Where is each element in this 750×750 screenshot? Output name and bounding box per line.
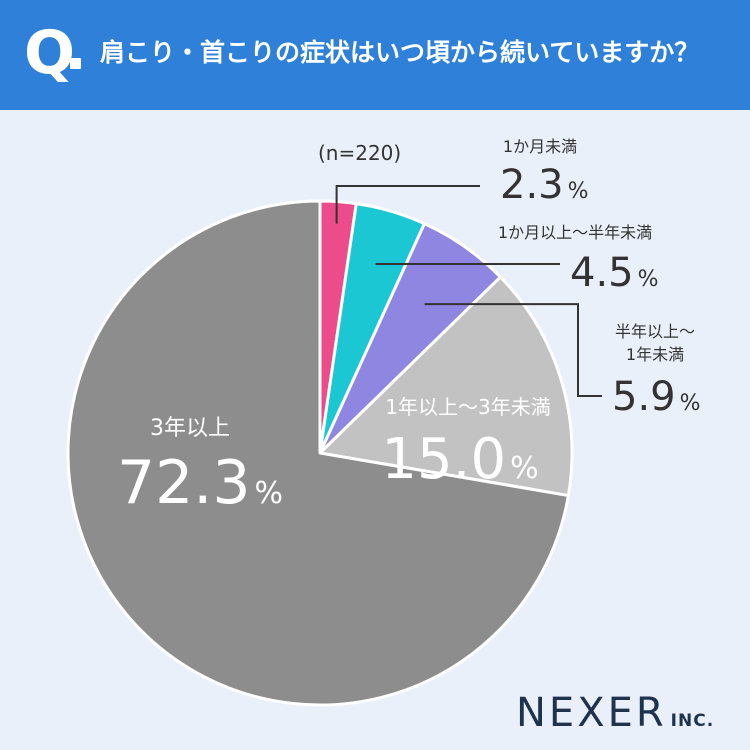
slice-value-4: 15.0% [381, 427, 538, 492]
slice-label-5: 3年以上 [150, 416, 230, 441]
q-mark: Q [24, 18, 76, 88]
slice-label-2: 1か月以上～半年未満 [498, 223, 652, 242]
leader-line-3 [424, 303, 602, 397]
slice-value-1-unit: % [568, 179, 589, 204]
slice-label-3-line-1: 半年以上～ [615, 322, 695, 341]
slice-value-3-unit: % [680, 391, 701, 416]
sample-size-label: (n=220) [318, 141, 401, 165]
logo-sub-text: INC. [670, 711, 715, 731]
slice-value-5-unit: % [255, 476, 284, 511]
slice-value-4-unit: % [510, 451, 539, 486]
question-text: 肩こり・首こりの症状はいつ頃から続いていますか？ [100, 38, 700, 67]
leader-line-1 [335, 185, 480, 224]
question-banner: Q 肩こり・首こりの症状はいつ頃から続いていますか？ [0, 0, 750, 110]
slice-value-1-number: 2.3 [500, 162, 564, 208]
pie-slice-5 [66, 199, 570, 707]
slice-label-3-line-2: 1年未満 [626, 345, 684, 364]
slice-value-5-number: 72.3 [117, 448, 251, 518]
q-dot [70, 58, 81, 69]
pie-slice-4 [318, 275, 574, 498]
slice-label-1: 1か月未満 [503, 137, 577, 156]
slice-value-5: 72.3% [117, 448, 283, 518]
slice-value-3: 5.9% [612, 374, 701, 420]
slice-value-4-number: 15.0 [381, 427, 506, 492]
slice-value-2: 4.5% [570, 250, 659, 296]
slice-value-2-number: 4.5 [570, 250, 634, 296]
nexer-logo: NEXER INC. [516, 690, 714, 736]
slice-value-2-unit: % [638, 267, 659, 292]
slice-label-4: 1年以上～3年未満 [385, 395, 550, 419]
logo-main-text: NEXER [516, 690, 667, 736]
slice-value-1: 2.3% [500, 162, 589, 208]
slice-value-3-number: 5.9 [612, 374, 676, 420]
